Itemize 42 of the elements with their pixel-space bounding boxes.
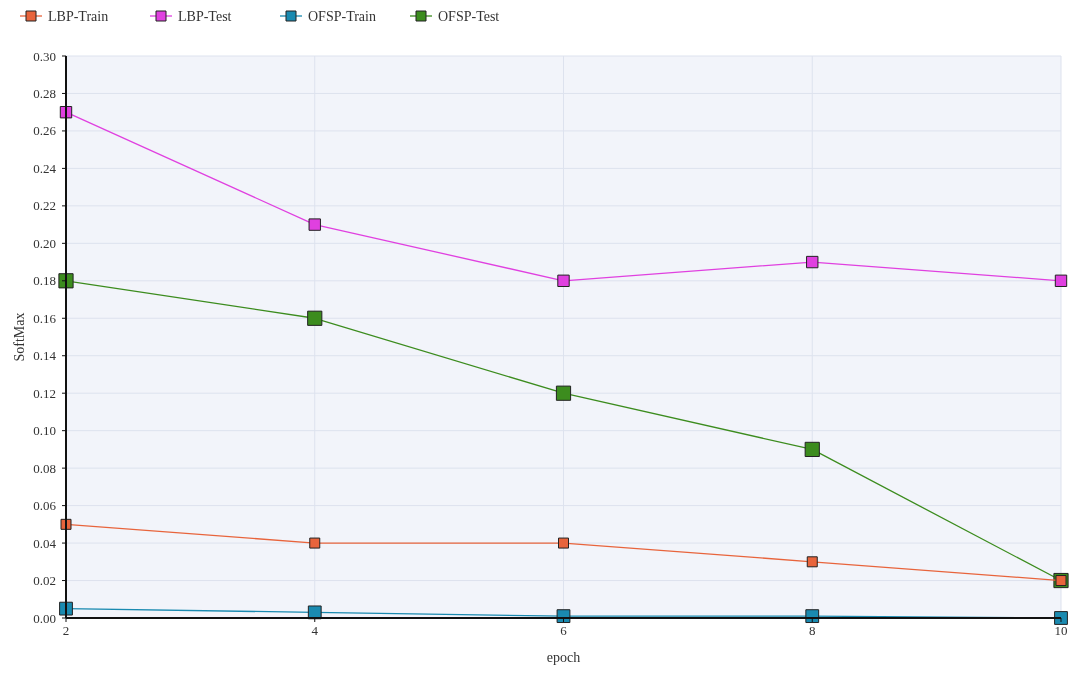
- point: [307, 310, 323, 326]
- y-tick-label: 0.00: [33, 610, 56, 626]
- y-tick-label: 0.14: [33, 348, 57, 364]
- y-tick-label: 0.28: [33, 86, 56, 102]
- point: [557, 274, 570, 287]
- y-tick-label: 0.08: [33, 460, 56, 476]
- point: [1054, 611, 1068, 625]
- point: [805, 609, 820, 624]
- y-tick-label: 0.30: [33, 48, 56, 64]
- x-axis-title: epoch: [546, 650, 581, 665]
- y-tick-label: 0.20: [33, 235, 56, 251]
- legend-label: OFSP-Test: [438, 8, 500, 24]
- point: [60, 518, 72, 530]
- x-tick-label: 4: [311, 623, 319, 638]
- y-tick-label: 0.06: [33, 498, 57, 514]
- y-tick-label: 0.16: [33, 310, 57, 326]
- x-tick-label: 8: [809, 623, 816, 638]
- y-axis-title: SoftMax: [12, 312, 27, 362]
- point: [309, 537, 321, 549]
- legend-label: LBP-Test: [178, 8, 232, 24]
- y-tick-label: 0.02: [33, 573, 56, 589]
- y-tick-label: 0.12: [33, 385, 56, 401]
- y-tick-label: 0.22: [33, 198, 56, 214]
- point: [58, 273, 74, 289]
- y-tick-label: 0.18: [33, 273, 56, 289]
- x-tick-label: 6: [560, 623, 568, 638]
- legend-label: OFSP-Train: [308, 8, 376, 24]
- point: [556, 609, 571, 624]
- point: [308, 218, 321, 231]
- y-tick-label: 0.26: [33, 123, 57, 139]
- x-tick-label: 10: [1054, 623, 1068, 638]
- x-tick-label: 2: [62, 623, 70, 638]
- point: [1054, 274, 1068, 287]
- y-tick-label: 0.10: [33, 423, 56, 439]
- point: [804, 441, 820, 457]
- point: [806, 255, 819, 269]
- point: [555, 385, 572, 401]
- legend-label: LBP-Train: [48, 8, 109, 24]
- y-tick-label: 0.24: [33, 160, 57, 176]
- y-tick-label: 0.04: [33, 535, 57, 551]
- point: [558, 537, 569, 549]
- point: [806, 556, 818, 568]
